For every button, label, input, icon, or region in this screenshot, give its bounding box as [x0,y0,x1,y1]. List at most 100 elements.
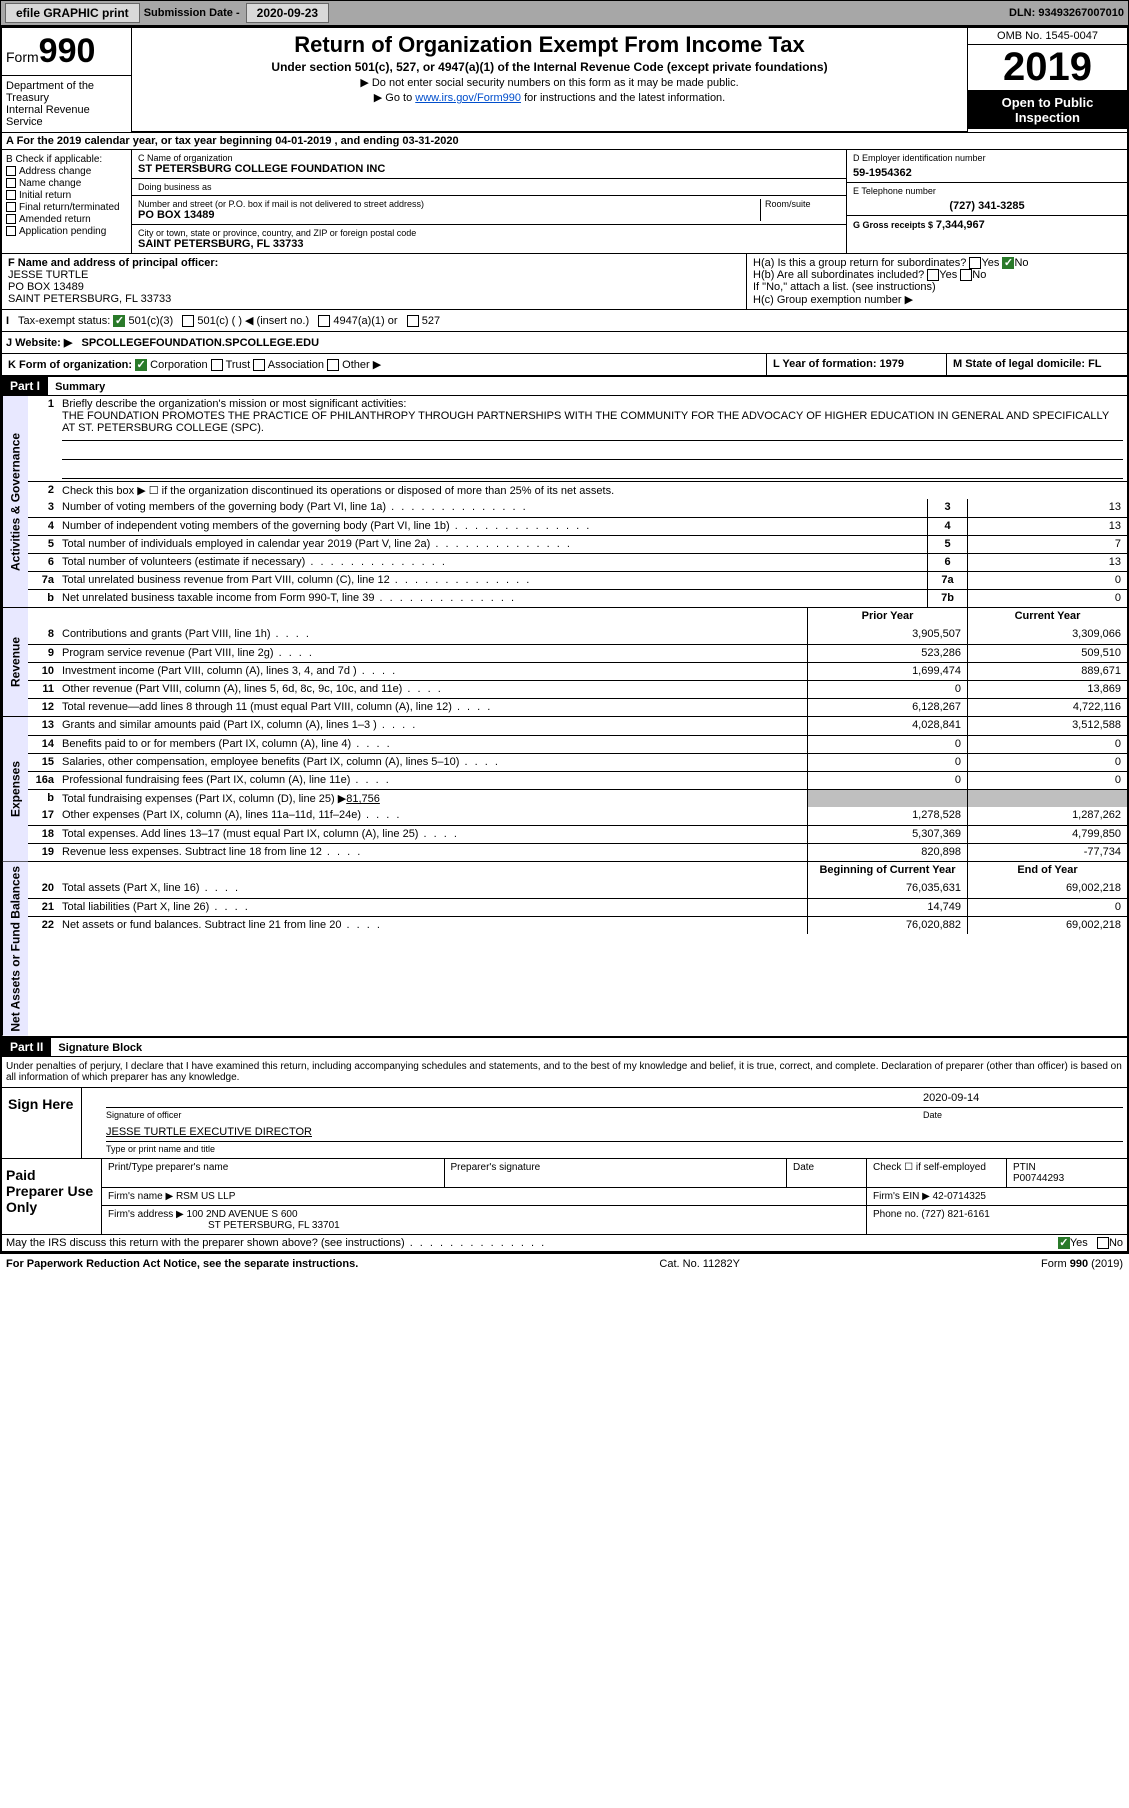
k-trust[interactable] [211,359,223,371]
type-name-label: Type or print name and title [106,1144,1123,1154]
line-16b-prior-gray [807,790,967,807]
line-10-current: 889,671 [967,663,1127,680]
line-20-desc: Total assets (Part X, line 16) [58,880,807,898]
line-5-num: 5 [28,536,58,553]
form-number-box: Form990 [2,28,132,76]
line-5-box: 5 [927,536,967,553]
q1-label: Briefly describe the organization's miss… [62,398,406,410]
cb-amended[interactable]: Amended return [6,214,127,225]
line-3-val: 13 [967,499,1127,517]
open2: Inspection [972,110,1123,125]
hb-no[interactable] [960,269,972,281]
line-8-desc: Contributions and grants (Part VIII, lin… [58,626,807,644]
vert-net-assets: Net Assets or Fund Balances [2,862,28,1036]
addr-value: PO BOX 13489 [138,209,760,221]
line-4-num: 4 [28,518,58,535]
discuss-row: May the IRS discuss this return with the… [2,1234,1127,1251]
line-11-prior: 0 [807,681,967,698]
cb-final-return[interactable]: Final return/terminated [6,202,127,213]
year-column: OMB No. 1545-0047 2019 Open to Public In… [967,28,1127,132]
line-22-prior: 76,020,882 [807,917,967,934]
submission-date-button[interactable]: 2020-09-23 [246,3,329,23]
hb-yes[interactable] [927,269,939,281]
firm-phone-label: Phone no. [873,1209,919,1220]
cb-application-pending[interactable]: Application pending [6,226,127,237]
line-3-num: 3 [28,499,58,517]
discuss-no[interactable] [1097,1237,1109,1249]
line-7a-val: 0 [967,572,1127,589]
prep-date-label: Date [787,1159,867,1187]
line-17-desc: Other expenses (Part IX, column (A), lin… [58,807,807,825]
line-20-num: 20 [28,880,58,898]
k-other[interactable] [327,359,339,371]
footer: For Paperwork Reduction Act Notice, see … [0,1253,1129,1274]
line-a: A For the 2019 calendar year, or tax yea… [2,132,1127,149]
phone-label: E Telephone number [853,186,1121,196]
irs-link[interactable]: www.irs.gov/Form990 [415,92,521,104]
line-13-prior: 4,028,841 [807,717,967,735]
ha-label: H(a) Is this a group return for subordin… [753,257,966,269]
sign-here-label: Sign Here [2,1088,82,1158]
col-prior-year: Prior Year [807,608,967,626]
line-15-desc: Salaries, other compensation, employee b… [58,754,807,771]
line-15-prior: 0 [807,754,967,771]
form-title: Return of Organization Exempt From Incom… [140,32,959,58]
line-11-current: 13,869 [967,681,1127,698]
hc-label: H(c) Group exemption number ▶ [753,293,1121,306]
line-6-box: 6 [927,554,967,571]
firm-name-label: Firm's name ▶ [108,1191,173,1202]
vert-activities-governance: Activities & Governance [2,396,28,607]
ts-527[interactable] [407,315,419,327]
line-19-num: 19 [28,844,58,861]
ts-4947[interactable] [318,315,330,327]
line-6-val: 13 [967,554,1127,571]
line-7a-desc: Total unrelated business revenue from Pa… [58,572,927,589]
part2-header-row: Part II Signature Block [2,1036,1127,1057]
vert-revenue: Revenue [2,608,28,716]
addr-label: Number and street (or P.O. box if mail i… [138,199,760,209]
line-18-desc: Total expenses. Add lines 13–17 (must eq… [58,826,807,843]
line-15-num: 15 [28,754,58,771]
line-10-desc: Investment income (Part VIII, column (A)… [58,663,807,680]
firm-ein-label: Firm's EIN ▶ [873,1191,930,1202]
line-12-desc: Total revenue—add lines 8 through 11 (mu… [58,699,807,716]
paid-preparer-block: Print/Type preparer's name Preparer's si… [102,1159,1127,1234]
line-9-current: 509,510 [967,645,1127,662]
line-16a-prior: 0 [807,772,967,789]
org-name-label: C Name of organization [138,153,840,163]
gross-receipts-label: G Gross receipts $ [853,220,933,230]
section-h: H(a) Is this a group return for subordin… [747,254,1127,309]
line-19-current: -77,734 [967,844,1127,861]
line-17-prior: 1,278,528 [807,807,967,825]
line-7b-desc: Net unrelated business taxable income fr… [58,590,927,607]
part1-badge: Part I [2,377,48,395]
efile-button[interactable]: efile GRAPHIC print [5,3,140,23]
line-15-current: 0 [967,754,1127,771]
ts-501c3: 501(c)(3) [129,315,174,327]
prep-self-employed: Check ☐ if self-employed [867,1159,1007,1187]
line-4-box: 4 [927,518,967,535]
line-7b-box: 7b [927,590,967,607]
col-beginning: Beginning of Current Year [807,862,967,880]
line-22-num: 22 [28,917,58,934]
note2-pre: ▶ Go to [374,92,415,104]
cb-name-change[interactable]: Name change [6,178,127,189]
dept-treasury: Department of the Treasury [6,80,127,104]
ts-501c3-checked: ✓ [113,315,125,327]
ptin-label: PTIN [1013,1162,1036,1173]
line-17-current: 1,287,262 [967,807,1127,825]
cb-address-change[interactable]: Address change [6,166,127,177]
cb-initial-return[interactable]: Initial return [6,190,127,201]
l-year-formation: L Year of formation: 1979 [767,354,947,375]
line-9-num: 9 [28,645,58,662]
line-16a-num: 16a [28,772,58,789]
line-14-current: 0 [967,736,1127,753]
dept-irs: Internal Revenue Service [6,104,127,128]
line-14-prior: 0 [807,736,967,753]
k-assoc[interactable] [253,359,265,371]
ein-value: 59-1954362 [853,167,1121,179]
ts-501c[interactable] [182,315,194,327]
hb-label: H(b) Are all subordinates included? [753,269,924,281]
ha-yes[interactable] [969,257,981,269]
gross-receipts-value: 7,344,967 [936,219,985,231]
